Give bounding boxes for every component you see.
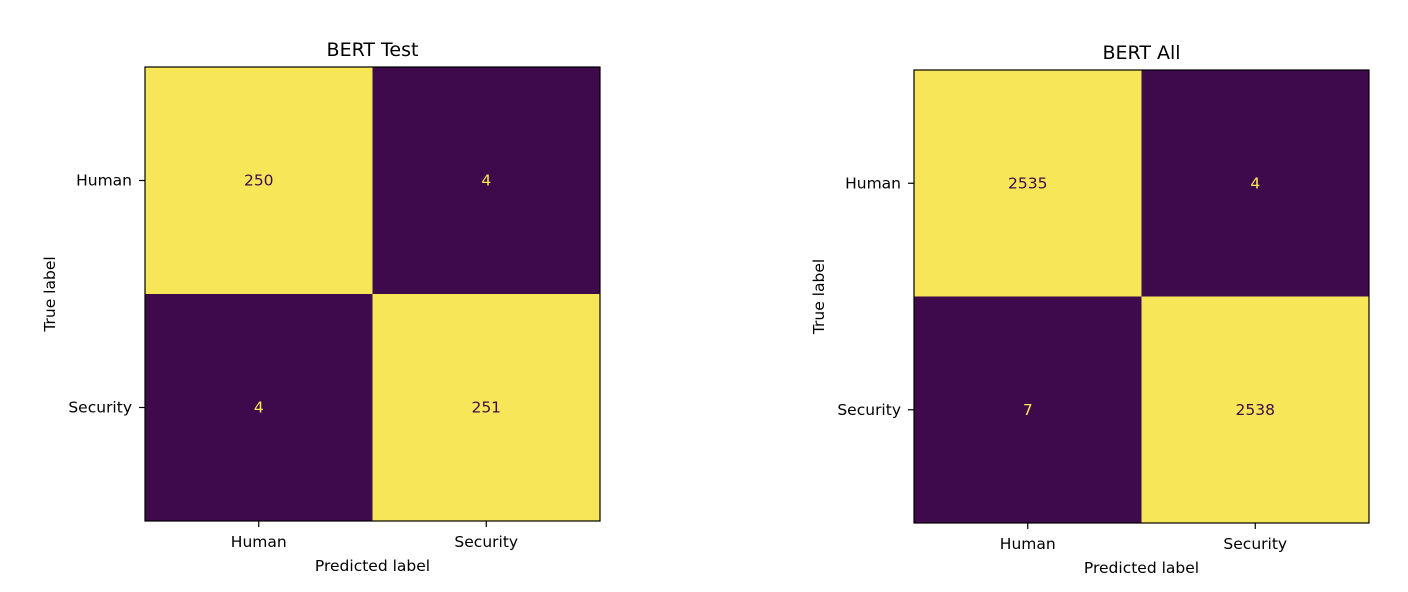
x-tick-label: Human bbox=[1000, 535, 1056, 553]
plot-frame bbox=[913, 69, 1370, 524]
heatmap-cell bbox=[914, 70, 1142, 297]
heatmap-cell bbox=[1141, 70, 1369, 297]
cell-value-label: 2535 bbox=[1008, 174, 1047, 192]
x-tick-label: Security bbox=[454, 533, 518, 551]
y-axis-label: True label bbox=[41, 256, 59, 332]
cell-value-label: 250 bbox=[244, 172, 274, 190]
y-tick-label: Human bbox=[76, 172, 132, 190]
chart-title: BERT Test bbox=[327, 39, 419, 61]
heatmap-cell bbox=[145, 67, 373, 294]
plot-frame bbox=[144, 66, 601, 522]
cell-value-label: 4 bbox=[481, 172, 491, 190]
y-tick-label: Human bbox=[845, 174, 901, 192]
chart-title: BERT All bbox=[1102, 42, 1180, 64]
x-tick-label: Human bbox=[231, 533, 287, 551]
heatmap-cell bbox=[914, 296, 1142, 523]
cell-value-label: 4 bbox=[254, 399, 264, 417]
heatmap-cell bbox=[372, 67, 600, 294]
heatmap-cell bbox=[145, 294, 373, 521]
y-axis-label: True label bbox=[810, 259, 828, 335]
heatmap-cell bbox=[1141, 296, 1369, 523]
x-axis-label: Predicted label bbox=[315, 557, 430, 575]
cell-value-label: 4 bbox=[1250, 174, 1260, 192]
y-tick-label: Security bbox=[68, 399, 132, 417]
heatmap-cell bbox=[372, 294, 600, 521]
chart-1: 250 4 4 251 BERT Test Human Security Human Secur… bbox=[41, 39, 601, 575]
x-tick-label: Security bbox=[1223, 535, 1287, 553]
cell-value-label: 7 bbox=[1023, 401, 1033, 419]
cell-value-label: 251 bbox=[471, 399, 501, 417]
y-tick-label: Security bbox=[837, 401, 901, 419]
chart-2: 2535 4 7 2538 BERT All Human Security Human Secu… bbox=[810, 42, 1370, 577]
x-axis-label: Predicted label bbox=[1084, 559, 1199, 577]
cell-value-label: 2538 bbox=[1236, 401, 1275, 419]
